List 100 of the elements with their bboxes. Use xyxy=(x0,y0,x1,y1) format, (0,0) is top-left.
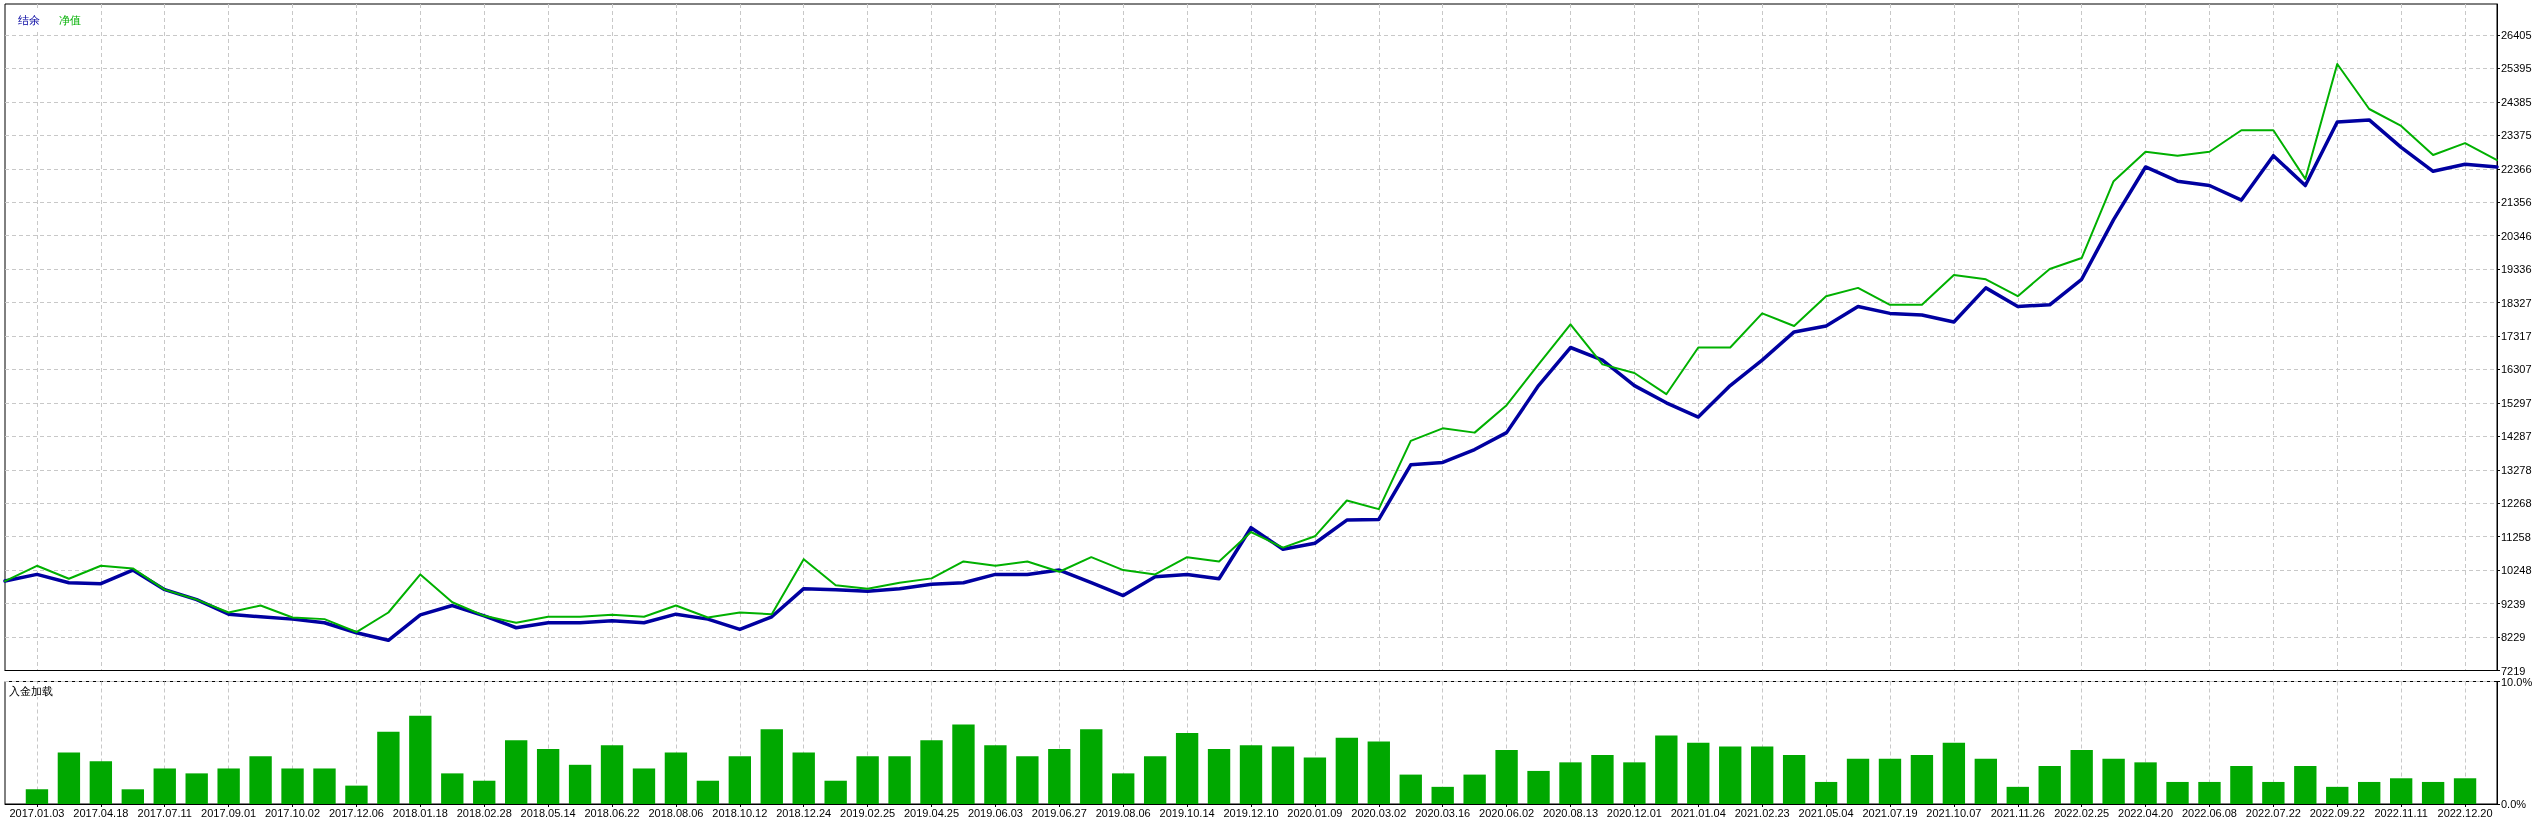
bar xyxy=(760,729,783,804)
bar xyxy=(121,789,144,804)
bar xyxy=(89,761,113,804)
bar xyxy=(1910,755,1934,804)
bar xyxy=(2198,781,2221,804)
bar xyxy=(377,731,400,804)
x-tick-label: 2022.11.11 xyxy=(2374,806,2428,819)
x-tick-label: 2019.10.14 xyxy=(1159,806,1215,819)
bar xyxy=(2102,758,2125,804)
bar xyxy=(888,756,911,804)
x-tick-label: 2022.07.22 xyxy=(2245,806,2301,819)
bar xyxy=(1399,774,1422,804)
y-tick-label: 22366 xyxy=(2501,162,2532,175)
x-tick-label: 2022.09.22 xyxy=(2309,806,2365,819)
y-tick-label: 8229 xyxy=(2501,631,2526,644)
bar xyxy=(1559,762,1582,804)
x-tick-label: 2022.04.20 xyxy=(2118,806,2174,819)
bar xyxy=(1367,741,1390,804)
bar xyxy=(313,768,336,804)
bar xyxy=(2166,781,2189,804)
bar xyxy=(952,724,975,804)
bar xyxy=(2006,786,2029,804)
bar xyxy=(1080,729,1103,804)
bar xyxy=(1143,756,1167,804)
bar xyxy=(185,773,208,804)
bar xyxy=(1463,774,1486,804)
x-tick-label: 2020.03.02 xyxy=(1351,806,1407,819)
bar xyxy=(1495,750,1518,804)
bar xyxy=(1335,737,1359,804)
bar xyxy=(1016,756,1039,804)
y-tick-label: 26405 xyxy=(2501,28,2532,41)
x-tick-label: 2017.01.03 xyxy=(9,806,65,819)
bar xyxy=(1048,748,1071,804)
bar xyxy=(1271,746,1295,804)
bar xyxy=(1112,773,1135,804)
bar xyxy=(984,745,1007,804)
bar xyxy=(153,768,176,804)
bar xyxy=(1814,781,1838,804)
y-tick-label: 10248 xyxy=(2501,564,2532,577)
bar xyxy=(409,715,432,804)
bar xyxy=(2294,766,2317,804)
x-tick-label: 2019.06.27 xyxy=(1031,806,1087,819)
bar xyxy=(1207,748,1231,804)
bar xyxy=(249,756,272,804)
bar xyxy=(1687,742,1710,804)
bar xyxy=(792,752,815,804)
bar xyxy=(1527,770,1550,804)
bar xyxy=(1655,735,1678,804)
x-tick-label: 2017.04.18 xyxy=(73,806,129,819)
bar xyxy=(1239,745,1263,804)
y-tick-label: 15297 xyxy=(2501,396,2532,409)
x-tick-label: 2022.02.25 xyxy=(2054,806,2110,819)
bar xyxy=(345,785,368,804)
bar xyxy=(696,780,720,804)
bar xyxy=(1431,786,1454,804)
y-tick-label: 13278 xyxy=(2501,463,2532,476)
y-tick-label: 14287 xyxy=(2501,430,2532,443)
y-tick-label: 10.0% xyxy=(2501,675,2533,688)
x-tick-label: 2018.08.06 xyxy=(648,806,704,819)
x-tick-label: 2018.05.14 xyxy=(520,806,576,819)
bar xyxy=(920,740,943,804)
x-tick-label: 2018.12.24 xyxy=(776,806,832,819)
x-tick-label: 2018.02.28 xyxy=(456,806,512,819)
bar xyxy=(568,764,592,804)
bar xyxy=(1591,755,1614,804)
x-tick-label: 2019.06.03 xyxy=(967,806,1023,819)
y-tick-label: 12268 xyxy=(2501,497,2532,510)
bar xyxy=(1782,755,1806,804)
x-tick-label: 2021.01.04 xyxy=(1670,806,1726,819)
bar xyxy=(217,768,240,804)
bar xyxy=(2453,778,2477,804)
x-tick-label: 2018.01.18 xyxy=(392,806,448,819)
y-tick-label: 23375 xyxy=(2501,129,2532,142)
x-tick-label: 2020.12.01 xyxy=(1606,806,1662,819)
x-tick-label: 2018.10.12 xyxy=(712,806,768,819)
x-tick-label: 2020.06.02 xyxy=(1479,806,1535,819)
bar xyxy=(600,745,624,804)
y-tick-label: 7219 xyxy=(2501,664,2526,677)
bar xyxy=(2038,766,2061,804)
y-tick-label: 19336 xyxy=(2501,263,2532,276)
x-tick-label: 2019.12.10 xyxy=(1223,806,1279,819)
bar xyxy=(632,768,656,804)
bar xyxy=(536,748,560,804)
bar xyxy=(2262,781,2285,804)
x-tick-label: 2019.02.25 xyxy=(840,806,896,819)
bar xyxy=(1623,762,1646,804)
bar xyxy=(728,756,751,804)
text: 净值 xyxy=(59,13,81,26)
y-tick-label: 0.0% xyxy=(2501,798,2527,810)
y-tick-label: 16307 xyxy=(2501,363,2532,376)
bar xyxy=(25,789,49,804)
bar xyxy=(1942,742,1966,804)
bar xyxy=(2070,750,2093,804)
x-tick-label: 2020.01.09 xyxy=(1287,806,1343,819)
x-tick-label: 2017.09.01 xyxy=(201,806,257,819)
x-tick-label: 2020.08.13 xyxy=(1542,806,1599,819)
bar xyxy=(441,773,464,804)
x-tick-label: 2019.08.06 xyxy=(1095,806,1151,819)
x-tick-label: 2019.04.25 xyxy=(903,806,960,819)
text: 结余 xyxy=(18,13,40,26)
